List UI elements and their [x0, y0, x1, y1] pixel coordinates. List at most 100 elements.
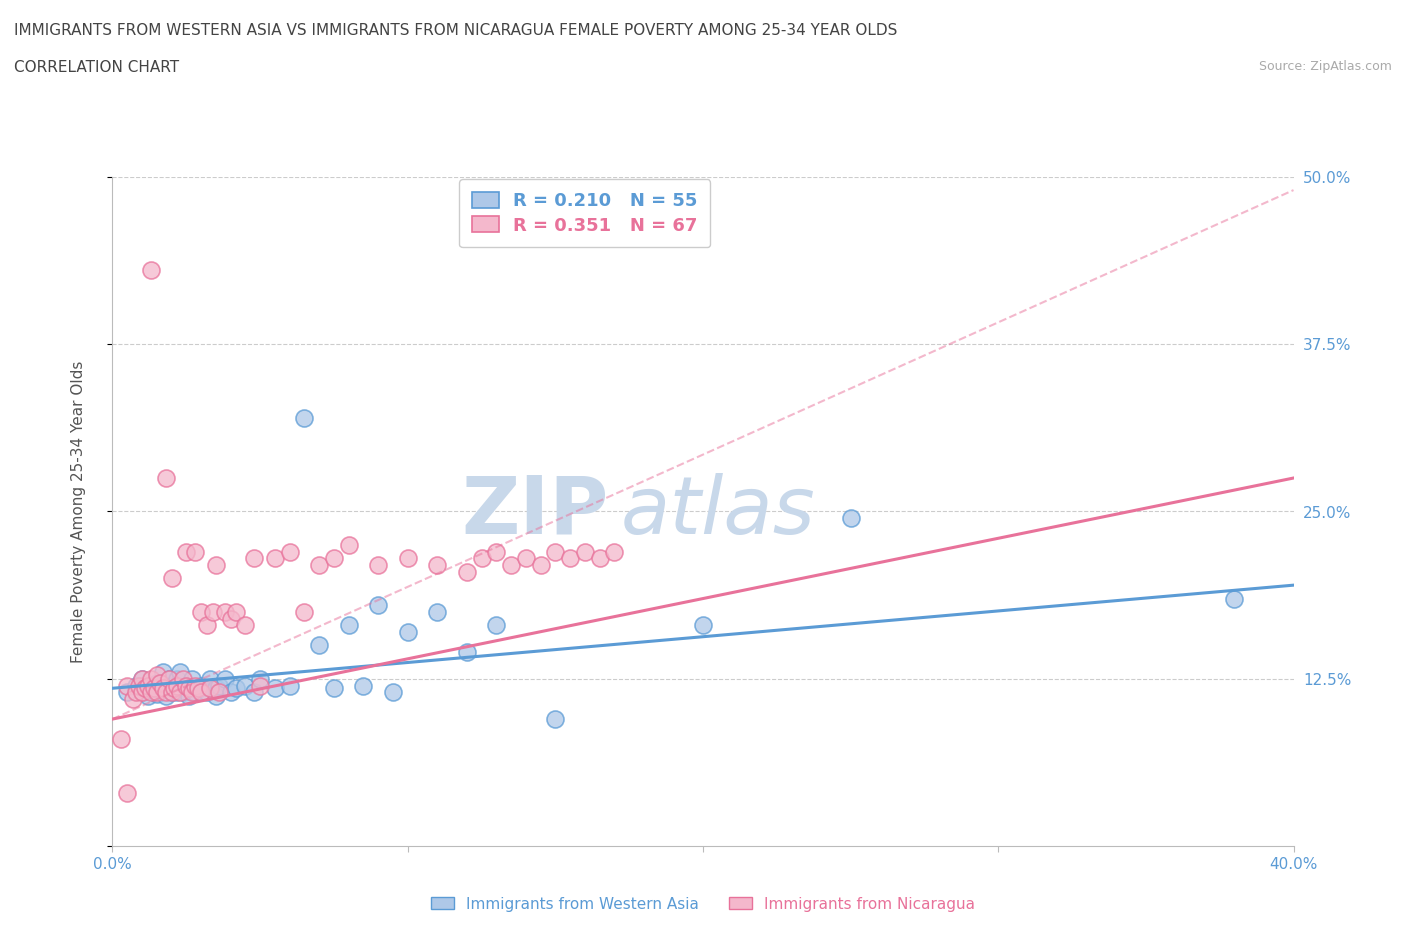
Point: [160, 678, 183, 693]
Point: [225, 681, 247, 696]
Point: [184, 678, 207, 693]
Point: [485, 544, 508, 559]
Point: [544, 544, 567, 559]
Point: [131, 684, 153, 699]
Point: [174, 678, 197, 693]
Point: [367, 598, 389, 613]
Point: [233, 678, 256, 693]
Point: [117, 678, 138, 693]
Point: [264, 681, 287, 696]
Legend: R = 0.210   N = 55, R = 0.351   N = 67: R = 0.210 N = 55, R = 0.351 N = 67: [460, 179, 710, 247]
Point: [172, 684, 194, 699]
Point: [574, 544, 596, 559]
Point: [515, 551, 537, 565]
Point: [292, 410, 315, 425]
Point: [166, 678, 188, 693]
Point: [308, 558, 330, 573]
Point: [181, 671, 204, 686]
Point: [233, 618, 256, 632]
Point: [456, 644, 478, 659]
Point: [174, 681, 197, 696]
Text: CORRELATION CHART: CORRELATION CHART: [14, 60, 179, 75]
Point: [529, 558, 551, 573]
Point: [1223, 591, 1246, 606]
Point: [160, 571, 183, 586]
Point: [146, 668, 169, 683]
Point: [323, 551, 346, 565]
Point: [396, 625, 419, 640]
Point: [426, 558, 449, 573]
Point: [149, 675, 172, 690]
Point: [155, 689, 177, 704]
Point: [243, 551, 266, 565]
Point: [146, 684, 169, 699]
Point: [692, 618, 714, 632]
Y-axis label: Female Poverty Among 25-34 Year Olds: Female Poverty Among 25-34 Year Olds: [72, 360, 86, 663]
Point: [190, 678, 212, 693]
Point: [117, 785, 138, 800]
Point: [205, 558, 228, 573]
Point: [323, 681, 346, 696]
Point: [198, 681, 221, 696]
Point: [157, 671, 180, 686]
Point: [264, 551, 287, 565]
Point: [174, 678, 197, 693]
Point: [146, 686, 169, 701]
Point: [190, 681, 212, 696]
Point: [603, 544, 626, 559]
Point: [485, 618, 508, 632]
Point: [169, 665, 191, 680]
Point: [201, 604, 224, 619]
Text: atlas: atlas: [620, 472, 815, 551]
Point: [190, 684, 212, 699]
Point: [278, 544, 301, 559]
Point: [136, 678, 159, 693]
Point: [470, 551, 494, 565]
Point: [214, 671, 236, 686]
Point: [160, 684, 183, 699]
Point: [184, 544, 207, 559]
Point: [139, 684, 162, 699]
Point: [839, 511, 862, 525]
Point: [157, 671, 180, 686]
Point: [337, 618, 360, 632]
Point: [155, 471, 177, 485]
Point: [155, 684, 177, 699]
Point: [249, 671, 271, 686]
Point: [131, 671, 153, 686]
Point: [163, 681, 186, 696]
Point: [179, 681, 201, 696]
Text: Source: ZipAtlas.com: Source: ZipAtlas.com: [1258, 60, 1392, 73]
Point: [166, 684, 188, 699]
Point: [169, 681, 191, 696]
Point: [190, 604, 212, 619]
Text: ZIP: ZIP: [461, 472, 609, 551]
Point: [588, 551, 610, 565]
Point: [426, 604, 449, 619]
Point: [117, 684, 138, 699]
Point: [382, 684, 405, 699]
Point: [195, 684, 218, 699]
Point: [131, 671, 153, 686]
Point: [131, 684, 153, 699]
Legend: Immigrants from Western Asia, Immigrants from Nicaragua: Immigrants from Western Asia, Immigrants…: [425, 891, 981, 918]
Point: [174, 544, 197, 559]
Point: [146, 675, 169, 690]
Point: [396, 551, 419, 565]
Text: IMMIGRANTS FROM WESTERN ASIA VS IMMIGRANTS FROM NICARAGUA FEMALE POVERTY AMONG 2: IMMIGRANTS FROM WESTERN ASIA VS IMMIGRAN…: [14, 23, 897, 38]
Point: [139, 681, 162, 696]
Point: [195, 618, 218, 632]
Point: [136, 689, 159, 704]
Point: [134, 681, 156, 696]
Point: [352, 678, 374, 693]
Point: [166, 671, 188, 686]
Point: [208, 678, 231, 693]
Point: [367, 558, 389, 573]
Point: [208, 684, 231, 699]
Point: [292, 604, 315, 619]
Point: [163, 681, 186, 696]
Point: [198, 671, 221, 686]
Point: [169, 684, 191, 699]
Point: [337, 538, 360, 552]
Point: [122, 692, 145, 707]
